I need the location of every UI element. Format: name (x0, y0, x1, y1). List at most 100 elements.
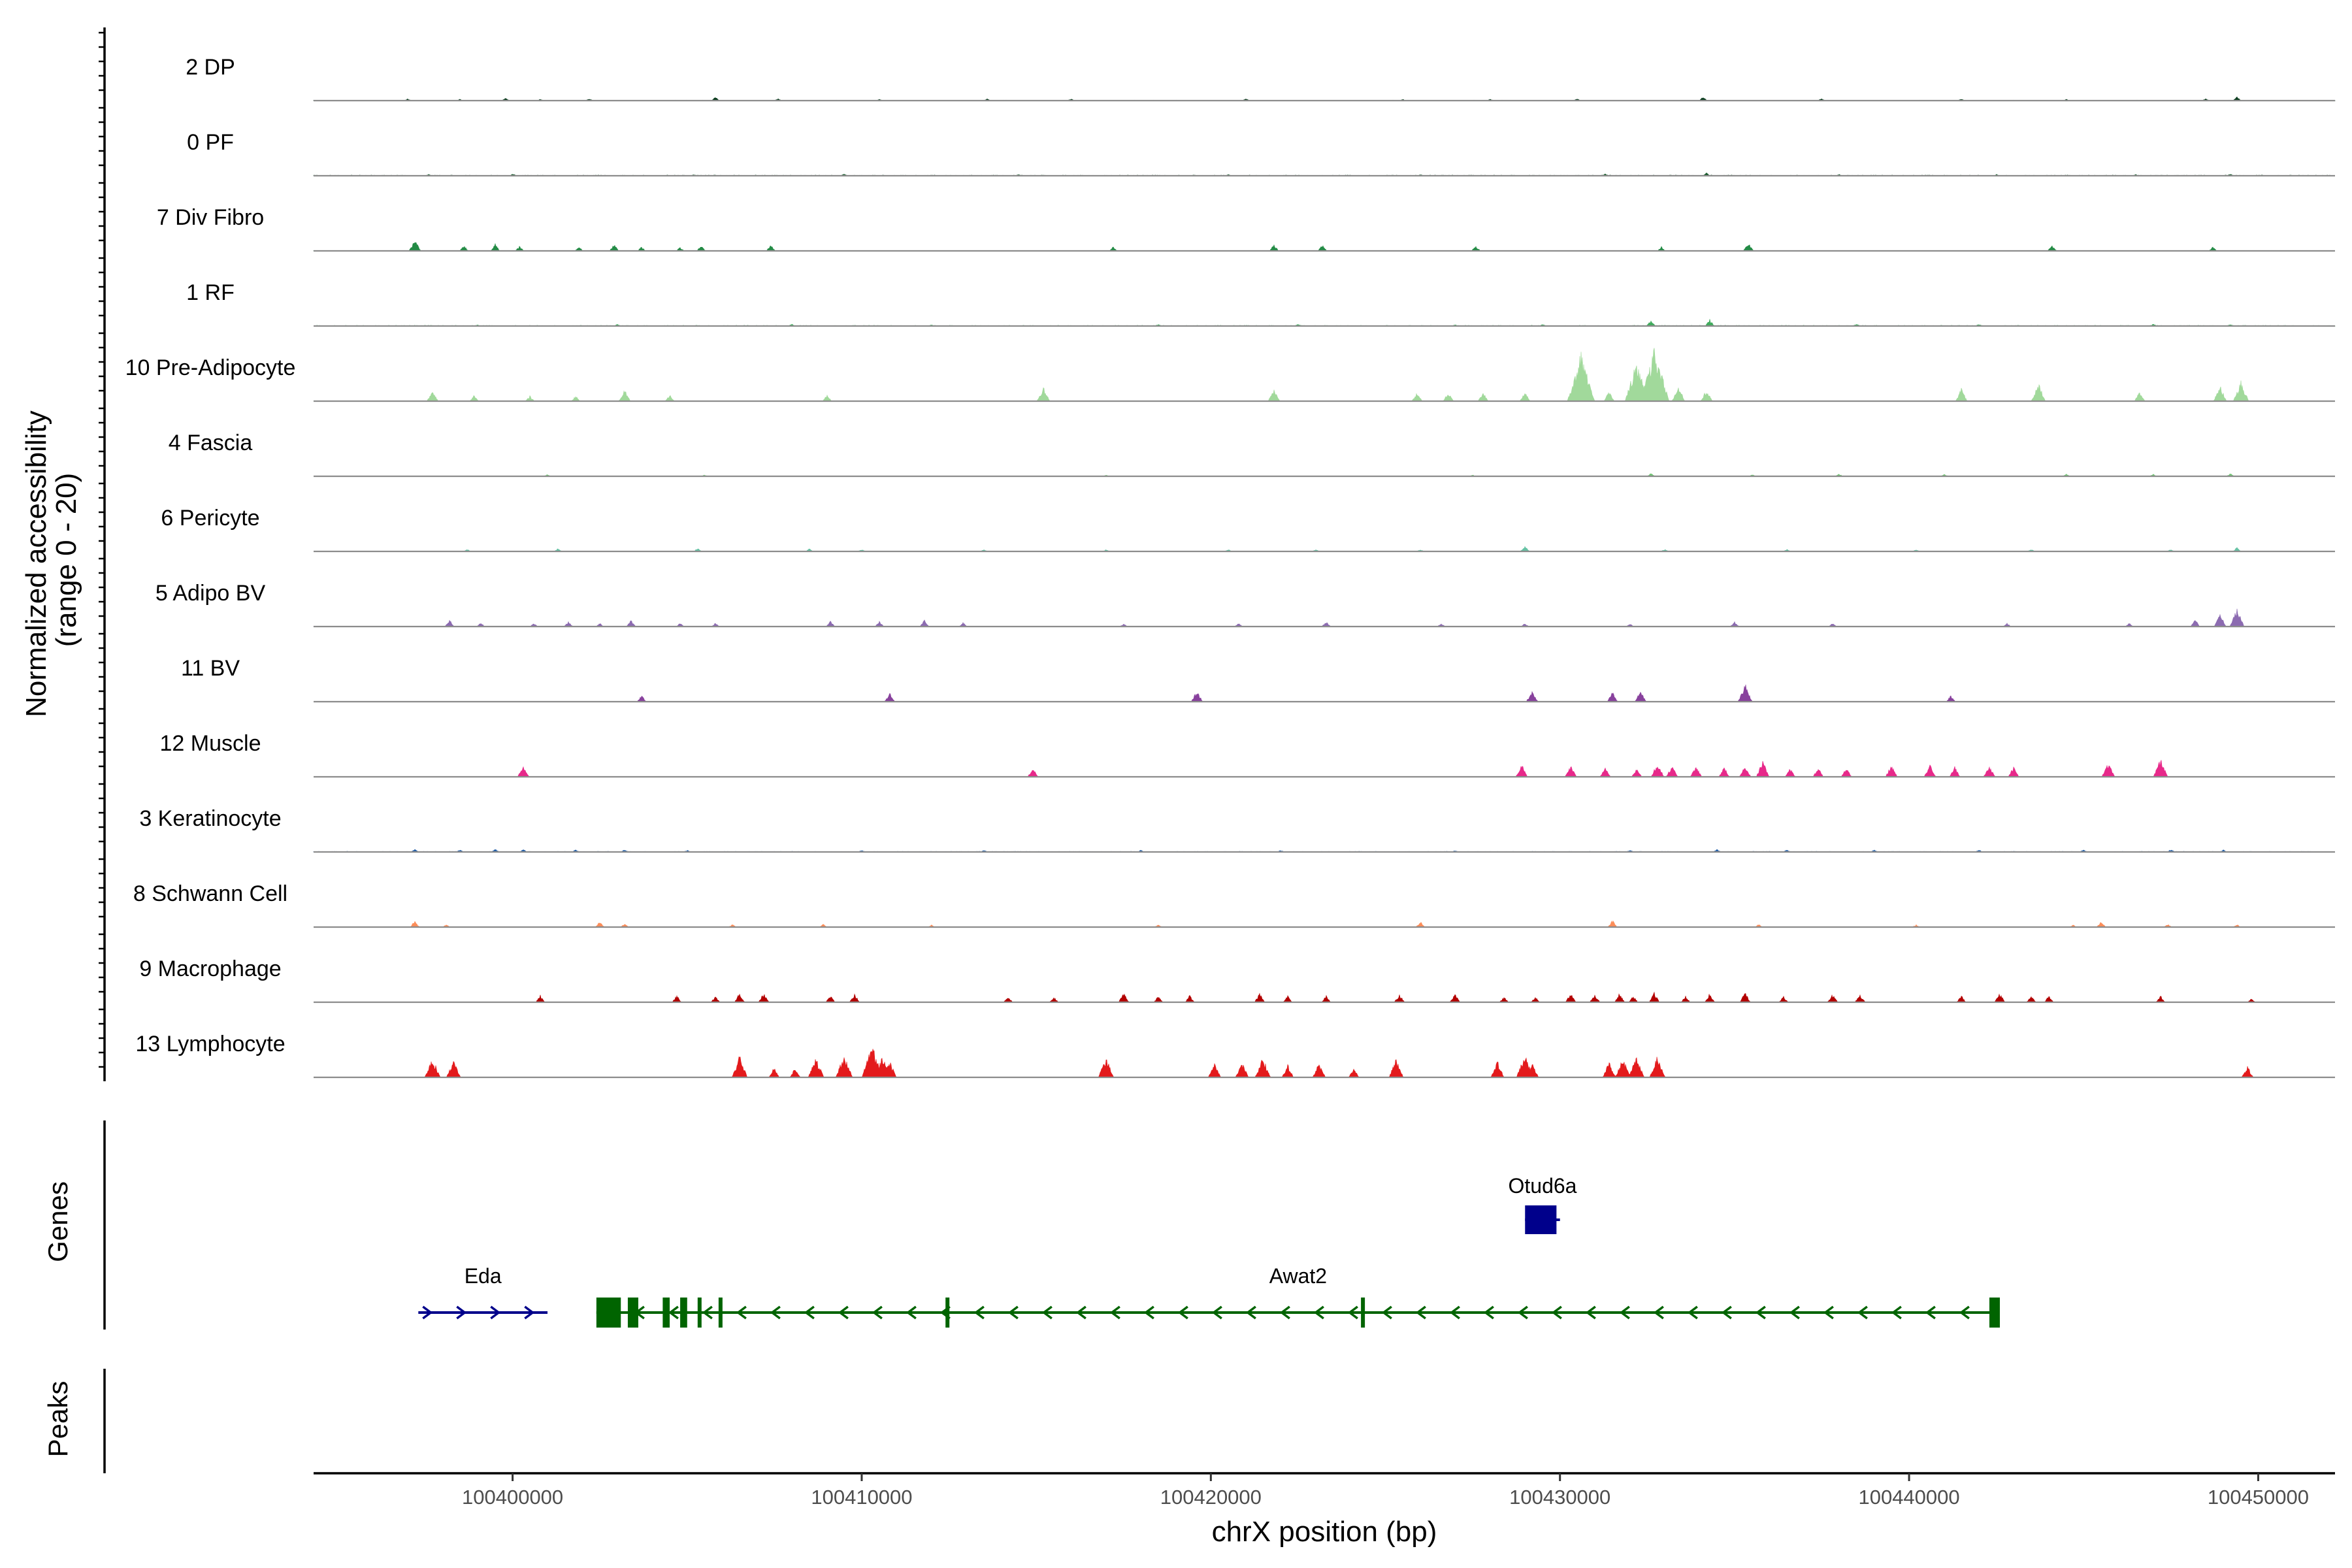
strand-chevron (838, 1305, 849, 1320)
strand-chevron (1925, 1305, 1936, 1320)
track-label: 5 Adipo BV (155, 581, 266, 606)
track-label: 7 Div Fibro (157, 205, 264, 230)
x-tick-label: 100400000 (462, 1486, 563, 1509)
coverage-y-axis (99, 27, 106, 1081)
track-6-pericyte: 6 Pericyte (161, 506, 2335, 553)
strand-chevron (1755, 1305, 1766, 1320)
strand-chevron (804, 1305, 815, 1320)
x-tick-label: 100440000 (1858, 1486, 1959, 1509)
coverage-area (314, 760, 2335, 777)
strand-chevron (1857, 1305, 1868, 1320)
track-8-schwann-cell: 8 Schwann Cell (133, 881, 2335, 928)
strand-chevron (1959, 1305, 1970, 1320)
strand-chevron (1823, 1305, 1834, 1320)
strand-chevron (1721, 1305, 1732, 1320)
strand-chevron (490, 1305, 501, 1320)
coverage-area (314, 991, 2335, 1003)
track-label: 10 Pre-Adipocyte (125, 355, 296, 380)
coverage-tracks-group: 2 DP 0 PF 7 Div Fibro 1 RF 10 Pre-Adipocyte 4… (125, 55, 2336, 1079)
gene-exon (596, 1298, 621, 1328)
strand-chevron (1891, 1305, 1902, 1320)
strand-chevron (1687, 1305, 1698, 1320)
gene-otud6a: Otud6a (1508, 1174, 1577, 1234)
track-11-bv: 11 BV (181, 656, 2335, 703)
strand-chevron (1211, 1305, 1222, 1320)
gene-exon (1525, 1205, 1557, 1234)
gene-exon (945, 1298, 950, 1328)
strand-chevron (1381, 1305, 1392, 1320)
strand-chevron (1075, 1305, 1086, 1320)
y-axis-title-line-2: (range 0 - 20) (50, 473, 82, 647)
y-axis-title: Normalized accessibility (range 0 - 20) (20, 402, 82, 717)
track-label: 4 Fascia (169, 431, 253, 455)
track-label: 1 RF (186, 280, 235, 305)
strand-chevron (1483, 1305, 1494, 1320)
strand-chevron (1517, 1305, 1528, 1320)
strand-chevron (1041, 1305, 1053, 1320)
strand-chevron (1449, 1305, 1460, 1320)
track-label: 11 BV (181, 656, 240, 681)
strand-chevron (1177, 1305, 1188, 1320)
strand-chevron (456, 1305, 467, 1320)
strand-chevron (1551, 1305, 1562, 1320)
strand-chevron (973, 1305, 985, 1320)
strand-chevron (668, 1305, 679, 1320)
strand-chevron (906, 1305, 917, 1320)
strand-chevron (702, 1305, 713, 1320)
gene-awat2: Awat2 (596, 1264, 2001, 1328)
coverage-area (313, 348, 2335, 402)
x-tick-label: 100410000 (811, 1486, 912, 1509)
genes-panel-title: Genes (42, 1181, 73, 1262)
peaks-panel-title: Peaks (42, 1381, 73, 1458)
track-3-keratinocyte: 3 Keratinocyte (139, 806, 2335, 853)
strand-chevron (1245, 1305, 1256, 1320)
coverage-area (314, 684, 2335, 702)
gene-exon (697, 1298, 702, 1328)
gene-exon (662, 1298, 670, 1328)
track-5-adipo-bv: 5 Adipo BV (155, 581, 2336, 628)
strand-chevron (524, 1305, 535, 1320)
coverage-area (314, 1049, 2335, 1078)
strand-chevron (770, 1305, 781, 1320)
strand-chevron (872, 1305, 883, 1320)
track-label: 6 Pericyte (161, 506, 259, 531)
track-7-div-fibro: 7 Div Fibro (157, 205, 2335, 252)
track-1-rf: 1 RF (186, 280, 2336, 327)
coverage-area (314, 319, 2336, 327)
coverage-area (313, 608, 2336, 627)
x-axis-title: chrX position (bp) (1212, 1516, 1437, 1548)
track-label: 0 PF (187, 130, 234, 155)
track-10-pre-adipocyte: 10 Pre-Adipocyte (125, 348, 2335, 402)
gene-label: Otud6a (1508, 1174, 1576, 1198)
track-4-fascia: 4 Fascia (169, 431, 2335, 478)
gene-eda: Eda (418, 1264, 548, 1320)
track-label: 13 Lymphocyte (135, 1032, 285, 1056)
gene-exon (718, 1298, 723, 1328)
strand-chevron (1109, 1305, 1120, 1320)
gene-exon (627, 1298, 638, 1328)
strand-chevron (1653, 1305, 1664, 1320)
coverage-area (313, 546, 2335, 552)
strand-chevron (1585, 1305, 1596, 1320)
strand-chevron (736, 1305, 747, 1320)
strand-chevron (1313, 1305, 1324, 1320)
strand-chevron (1007, 1305, 1019, 1320)
track-12-muscle: 12 Muscle (160, 731, 2335, 778)
strand-chevron (1619, 1305, 1630, 1320)
x-axis: 100400000 100410000 100420000 100430000 1004… (314, 1472, 2335, 1509)
strand-chevron (422, 1305, 433, 1320)
track-2-dp: 2 DP (186, 55, 2336, 102)
track-label: 8 Schwann Cell (133, 881, 287, 906)
track-label: 9 Macrophage (139, 956, 281, 981)
gene-exon (680, 1298, 687, 1328)
strand-chevron (1789, 1305, 1800, 1320)
strand-chevron (1279, 1305, 1290, 1320)
track-13-lymphocyte: 13 Lymphocyte (135, 1032, 2335, 1079)
gene-label: Awat2 (1269, 1264, 1327, 1288)
coverage-area (313, 242, 2335, 252)
x-tick-label: 100420000 (1160, 1486, 1262, 1509)
track-0-pf: 0 PF (187, 130, 2335, 177)
track-9-macrophage: 9 Macrophage (139, 956, 2335, 1004)
